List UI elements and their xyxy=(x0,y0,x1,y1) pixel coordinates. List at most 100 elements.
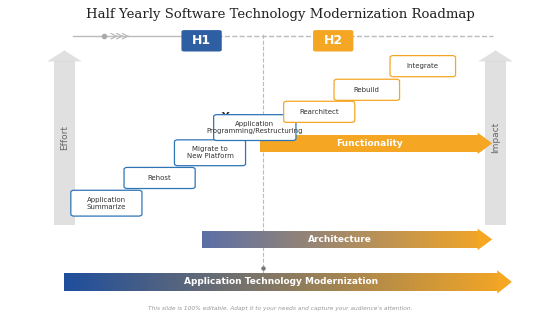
Bar xyxy=(334,231,336,248)
Bar xyxy=(489,273,492,291)
Bar xyxy=(246,231,248,248)
Bar xyxy=(462,273,465,291)
Polygon shape xyxy=(478,229,492,250)
Bar xyxy=(277,231,278,248)
Bar xyxy=(106,273,109,291)
Bar xyxy=(219,231,221,248)
Bar xyxy=(459,231,461,248)
Bar xyxy=(495,273,498,291)
Bar xyxy=(343,273,346,291)
Bar xyxy=(311,135,312,152)
Bar xyxy=(286,231,288,248)
Bar xyxy=(364,273,367,291)
Bar xyxy=(474,273,477,291)
Bar xyxy=(259,231,261,248)
Bar xyxy=(151,273,153,291)
Bar xyxy=(292,135,294,152)
Bar xyxy=(288,135,290,152)
Bar xyxy=(375,135,377,152)
Bar xyxy=(76,273,80,291)
Bar xyxy=(430,273,432,291)
Bar xyxy=(276,135,277,152)
Bar xyxy=(417,135,418,152)
Bar xyxy=(309,135,311,152)
Bar xyxy=(423,231,424,248)
Bar xyxy=(455,231,458,248)
Bar xyxy=(223,231,225,248)
Bar xyxy=(471,231,473,248)
Bar xyxy=(396,135,398,152)
Bar xyxy=(360,231,361,248)
Bar xyxy=(430,135,432,152)
Bar xyxy=(348,231,349,248)
Bar xyxy=(274,231,277,248)
Bar xyxy=(215,231,217,248)
Bar xyxy=(421,231,423,248)
Bar xyxy=(360,135,361,152)
Bar xyxy=(312,135,314,152)
Bar xyxy=(115,273,118,291)
Bar xyxy=(365,135,366,152)
Bar xyxy=(398,135,400,152)
Bar xyxy=(461,231,463,248)
Bar xyxy=(263,135,265,152)
Bar xyxy=(162,273,165,291)
Bar xyxy=(386,231,388,248)
Bar xyxy=(394,231,396,248)
FancyBboxPatch shape xyxy=(181,30,222,51)
Text: H1: H1 xyxy=(192,34,211,47)
Bar xyxy=(442,231,444,248)
Bar xyxy=(352,231,353,248)
Bar xyxy=(308,273,311,291)
Bar xyxy=(441,135,442,152)
Bar xyxy=(335,135,337,152)
Bar xyxy=(281,135,282,152)
Bar xyxy=(365,231,367,248)
Bar xyxy=(367,273,370,291)
Bar xyxy=(394,273,397,291)
Bar xyxy=(260,135,262,152)
Bar xyxy=(293,273,296,291)
Bar xyxy=(127,273,130,291)
Bar xyxy=(136,273,138,291)
Bar xyxy=(383,135,384,152)
Bar xyxy=(377,135,378,152)
Bar xyxy=(374,135,375,152)
Bar xyxy=(426,135,427,152)
Bar xyxy=(227,231,228,248)
Bar xyxy=(64,273,67,291)
Bar xyxy=(475,135,476,152)
Bar xyxy=(238,231,240,248)
FancyBboxPatch shape xyxy=(334,79,400,100)
Bar xyxy=(311,231,313,248)
Bar xyxy=(486,273,489,291)
Bar xyxy=(372,135,374,152)
Bar xyxy=(427,273,430,291)
Bar xyxy=(349,135,351,152)
Bar xyxy=(326,231,329,248)
Bar xyxy=(344,135,346,152)
Bar xyxy=(394,135,395,152)
Bar xyxy=(320,135,321,152)
Bar xyxy=(299,273,302,291)
Bar xyxy=(459,273,462,291)
Bar xyxy=(80,273,82,291)
Bar xyxy=(429,135,430,152)
Bar xyxy=(373,231,375,248)
Bar xyxy=(257,273,260,291)
Bar xyxy=(82,273,85,291)
Bar xyxy=(363,135,365,152)
Bar xyxy=(236,231,238,248)
Bar xyxy=(388,231,390,248)
Bar xyxy=(315,135,317,152)
Bar xyxy=(418,273,421,291)
Bar xyxy=(340,135,342,152)
Bar xyxy=(319,231,321,248)
Bar xyxy=(353,231,356,248)
Bar xyxy=(206,231,207,248)
Bar xyxy=(213,273,216,291)
Bar xyxy=(302,231,304,248)
Bar xyxy=(292,231,294,248)
Bar xyxy=(480,273,483,291)
Bar xyxy=(376,273,379,291)
